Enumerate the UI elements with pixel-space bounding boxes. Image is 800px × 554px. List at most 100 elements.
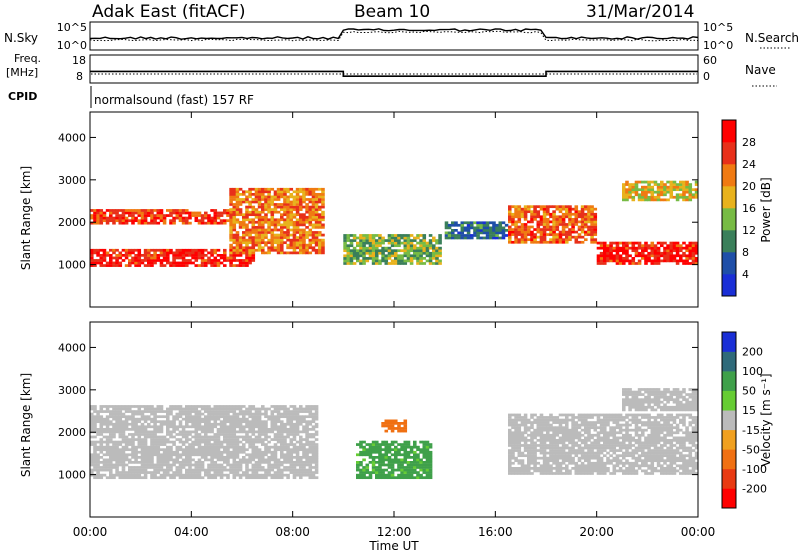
cell-band-3 <box>561 433 566 437</box>
cell-band-0 <box>273 428 278 431</box>
cell-band-1 <box>188 216 192 220</box>
cell-band-0 <box>292 430 297 434</box>
cell-band-3 <box>406 241 411 245</box>
cell-band-3 <box>530 472 534 475</box>
cell-band-0 <box>232 412 237 416</box>
cell-band-5 <box>546 228 550 231</box>
cell-band-5 <box>552 205 556 209</box>
cell-band-3 <box>527 461 531 465</box>
cell-band-0 <box>295 417 300 421</box>
cell-band-0 <box>245 458 249 462</box>
cell-band-3 <box>552 449 556 452</box>
cell-band-5 <box>584 212 588 216</box>
cell-band-0 <box>105 428 110 431</box>
cell-band-1 <box>362 453 366 457</box>
cell-band-1 <box>371 468 376 472</box>
cell-band-2 <box>245 208 249 211</box>
cell-band-4 <box>479 221 484 225</box>
cell-band-2 <box>264 220 268 224</box>
cell-band-3 <box>606 446 610 450</box>
cell-band-0 <box>181 473 186 477</box>
cell-band-0 <box>112 428 116 431</box>
cell-band-1 <box>156 216 161 220</box>
cell-band-0 <box>254 466 259 469</box>
cell-band-3 <box>508 439 512 442</box>
cell-band-7 <box>625 198 629 202</box>
cell-band-3 <box>527 454 531 458</box>
cell-band-0 <box>115 461 119 464</box>
cell-band-0 <box>137 248 142 252</box>
cell-band-2 <box>289 213 294 217</box>
cell-band-0 <box>156 453 161 457</box>
cell-band-5 <box>584 215 588 219</box>
cell-band-2 <box>251 220 256 224</box>
cell-band-3 <box>523 472 528 475</box>
cell-band-0 <box>134 476 138 480</box>
cell-band-0 <box>292 428 297 431</box>
cell-band-4 <box>460 221 465 225</box>
cell-band-7 <box>647 180 651 184</box>
cell-band-3 <box>533 446 537 450</box>
colorbar-swatch <box>722 120 736 143</box>
cell-band-0 <box>238 425 243 429</box>
cell-band-0 <box>162 476 167 480</box>
cell-band-2 <box>390 429 395 433</box>
cell-band-0 <box>162 259 167 262</box>
cell-band-5 <box>514 220 518 224</box>
cell-band-0 <box>280 463 284 467</box>
cell-band-3 <box>558 436 563 440</box>
cell-band-5 <box>561 205 566 209</box>
cell-band-0 <box>204 473 208 477</box>
cell-band-0 <box>273 453 278 457</box>
cell-band-0 <box>178 430 183 434</box>
cell-band-3 <box>599 418 604 422</box>
cell-band-5 <box>539 218 544 221</box>
cell-band-3 <box>343 236 347 240</box>
cell-band-2 <box>267 210 271 214</box>
cell-band-0 <box>251 417 256 421</box>
cell-band-3 <box>511 456 515 460</box>
cell-band-0 <box>308 428 313 431</box>
cell-band-0 <box>283 443 287 446</box>
cell-band-0 <box>242 461 246 464</box>
cell-band-0 <box>314 445 319 449</box>
cell-band-6 <box>634 262 639 265</box>
cell-band-2 <box>251 193 256 196</box>
cell-band-0 <box>200 417 205 421</box>
cell-band-0 <box>213 420 218 424</box>
cell-band-2 <box>254 220 259 224</box>
cell-band-0 <box>175 405 180 408</box>
cell-band-0 <box>238 259 243 262</box>
cell-band-0 <box>159 425 164 429</box>
cell-band-3 <box>552 426 556 430</box>
cell-band-0 <box>295 450 300 454</box>
cell-band-0 <box>216 448 221 452</box>
cell-band-2 <box>299 205 303 209</box>
cell-band-0 <box>204 448 208 452</box>
cell-band-1 <box>419 463 423 467</box>
cell-band-3 <box>574 416 579 419</box>
cell-band-6 <box>672 254 677 258</box>
cell-band-0 <box>299 415 303 419</box>
cell-band-0 <box>204 259 208 262</box>
cell-band-6 <box>606 254 610 258</box>
cell-band-0 <box>251 468 256 472</box>
colorbar-swatch <box>722 186 736 209</box>
cell-band-2 <box>283 208 287 211</box>
cell-band-0 <box>118 430 123 434</box>
cell-band-5 <box>520 223 525 226</box>
cell-band-0 <box>197 428 202 431</box>
cell-band-3 <box>520 439 525 442</box>
cell-band-0 <box>207 261 211 265</box>
cell-band-3 <box>612 433 617 437</box>
cell-band-0 <box>140 443 145 446</box>
cell-band-0 <box>257 407 262 411</box>
cell-band-0 <box>131 450 135 454</box>
cell-band-0 <box>200 261 205 265</box>
cell-band-0 <box>124 473 129 477</box>
cell-band-0 <box>134 456 138 459</box>
cell-band-0 <box>191 476 195 480</box>
cell-band-5 <box>580 210 585 214</box>
cell-band-1 <box>400 468 404 472</box>
